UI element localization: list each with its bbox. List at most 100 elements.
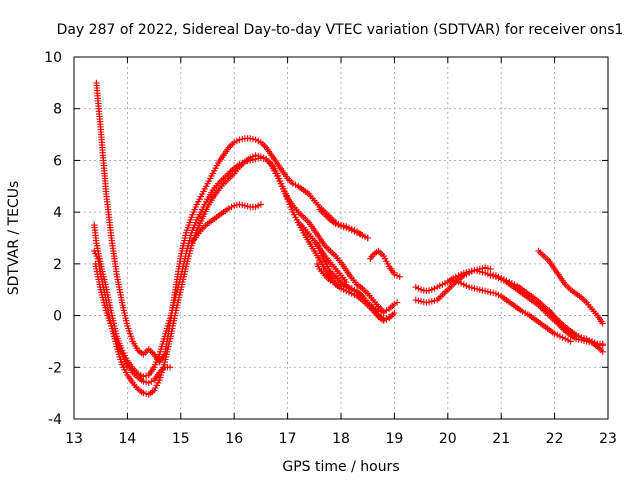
series-track-f: [316, 206, 371, 242]
data-point-marker: [255, 152, 262, 160]
y-tick-label: 2: [53, 257, 62, 273]
data-point-marker: [586, 338, 593, 346]
data-point-marker: [348, 285, 355, 292]
data-point-marker: [468, 268, 475, 275]
data-point-marker: [588, 339, 596, 346]
x-tick-label: 19: [385, 431, 403, 447]
data-point-marker: [556, 333, 564, 340]
data-point-marker: [343, 224, 350, 231]
data-point-marker: [449, 277, 457, 284]
plot-frame: [73, 56, 609, 420]
data-point-marker: [495, 273, 502, 280]
data-point-marker: [503, 277, 510, 284]
data-point-marker: [425, 298, 433, 306]
data-point-marker: [551, 330, 558, 337]
data-point-marker: [247, 154, 254, 161]
data-point-marker: [148, 378, 155, 385]
data-point-marker: [396, 273, 403, 280]
data-point-marker: [380, 316, 387, 323]
data-point-marker: [599, 340, 606, 348]
data-point-marker: [487, 271, 494, 278]
x-axis-label: GPS time / hours: [282, 459, 399, 475]
data-point-marker: [415, 285, 422, 292]
y-tick-label: -4: [48, 412, 62, 428]
data-point-marker: [345, 284, 353, 291]
data-point-marker: [239, 135, 246, 143]
data-point-marker: [236, 136, 243, 143]
data-point-marker: [498, 274, 505, 282]
data-point-marker: [490, 271, 497, 278]
series-track-p: [546, 307, 606, 348]
data-point-marker: [490, 289, 497, 297]
x-tick-label: 22: [546, 431, 564, 447]
data-point-marker: [345, 225, 353, 233]
data-point-marker: [417, 286, 425, 293]
series-track-i: [367, 247, 403, 280]
series-track-n: [487, 271, 606, 349]
series-track-a: [93, 79, 371, 366]
data-point-marker: [247, 135, 254, 142]
x-tick-label: 21: [492, 431, 510, 447]
data-point-marker: [457, 280, 465, 287]
data-point-marker: [335, 281, 342, 288]
data-point-marker: [361, 233, 369, 240]
data-point-marker: [257, 153, 265, 160]
data-point-marker: [487, 289, 494, 296]
data-point-marker: [476, 268, 483, 275]
series-track-m: [444, 277, 574, 345]
x-tick-label: 13: [65, 431, 83, 447]
x-tick-label: 17: [279, 431, 297, 447]
data-point-marker: [391, 309, 398, 317]
data-point-marker: [329, 278, 337, 286]
grid-lines: [74, 57, 608, 419]
data-point-marker: [417, 298, 425, 305]
data-point-marker: [231, 139, 238, 146]
x-tick-label: 23: [599, 431, 617, 447]
data-point-marker: [482, 287, 489, 295]
data-point-marker: [335, 221, 342, 229]
data-point-marker: [292, 181, 299, 189]
data-point-marker: [364, 234, 371, 242]
data-point-marker: [567, 338, 574, 345]
data-point-marker: [575, 336, 582, 343]
data-point-marker: [460, 272, 467, 279]
data-point-marker: [506, 278, 513, 286]
data-point-marker: [337, 223, 345, 230]
data-point-marker: [166, 364, 174, 371]
chart-title: Day 287 of 2022, Sidereal Day-to-day VTE…: [57, 22, 624, 38]
data-point-marker: [559, 334, 566, 341]
data-point-marker: [142, 372, 150, 379]
data-point-marker: [356, 230, 363, 238]
data-point-marker: [372, 305, 379, 313]
data-point-marker: [289, 180, 297, 187]
series-trace: [93, 157, 398, 377]
data-point-marker: [511, 281, 518, 288]
data-point-marker: [471, 285, 478, 292]
series-track-j: [313, 260, 387, 317]
data-point-marker: [142, 390, 150, 397]
data-point-marker: [337, 282, 345, 289]
data-point-marker: [463, 282, 470, 289]
data-point-marker: [479, 287, 486, 294]
data-point-marker: [142, 379, 150, 386]
data-point-marker: [385, 313, 393, 321]
x-tick-label: 14: [118, 431, 136, 447]
data-point-marker: [380, 309, 387, 317]
data-point-marker: [140, 389, 147, 397]
data-point-marker: [436, 282, 443, 289]
data-point-marker: [348, 227, 355, 234]
data-point-marker: [391, 271, 398, 278]
data-point-marker: [468, 284, 475, 291]
data-point-marker: [241, 202, 249, 209]
data-point-marker: [353, 229, 361, 236]
data-point-marker: [495, 291, 502, 299]
data-point-marker: [375, 307, 382, 314]
data-point-marker: [255, 137, 262, 145]
series-track-d: [92, 260, 174, 386]
series-track-e: [188, 201, 265, 247]
data-point-marker: [327, 277, 334, 284]
data-point-marker: [423, 287, 430, 295]
y-axis-label: SDTVAR / TECUs: [6, 181, 22, 296]
data-point-marker: [239, 201, 246, 209]
y-tick-label: 10: [44, 50, 62, 66]
